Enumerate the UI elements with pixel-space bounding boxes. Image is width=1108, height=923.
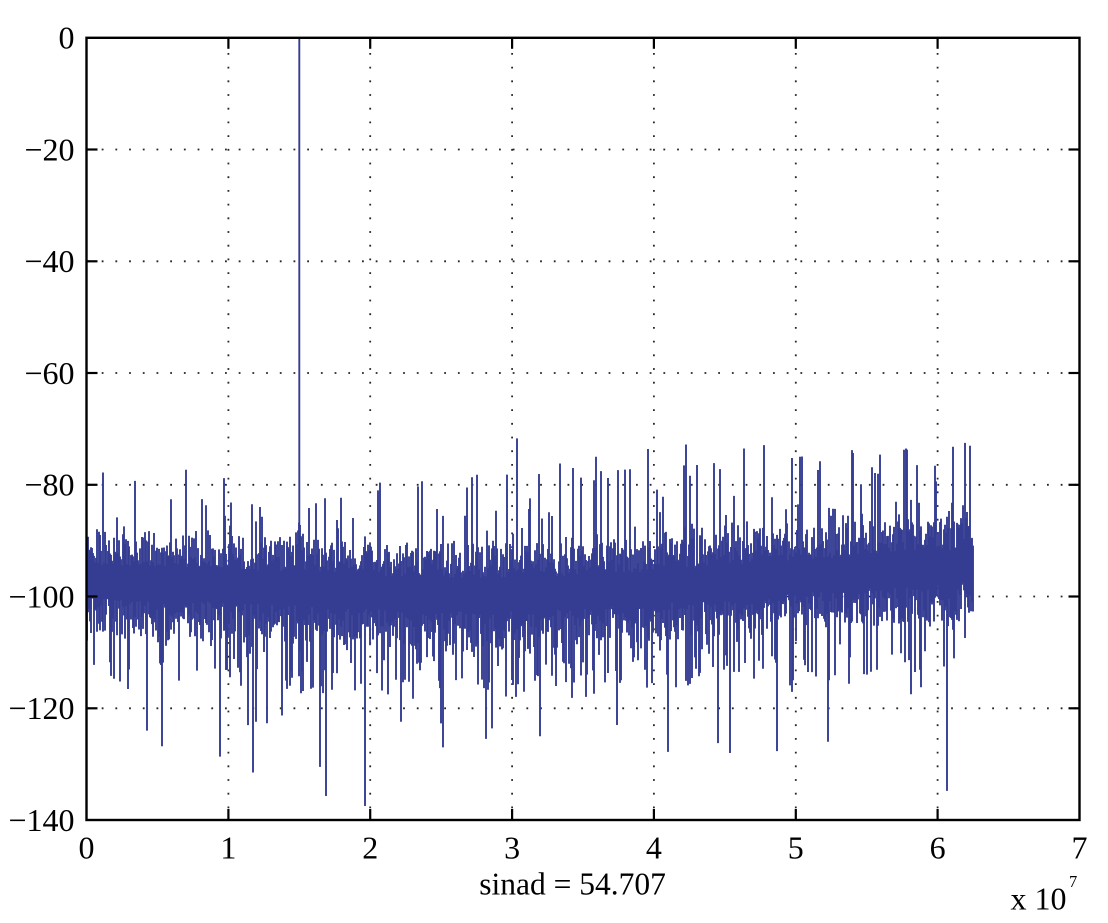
svg-text:−20: −20 [24,131,74,167]
svg-text:0: 0 [79,830,95,866]
svg-text:−80: −80 [24,467,74,503]
svg-text:0: 0 [59,20,75,56]
svg-text:−40: −40 [24,243,74,279]
svg-text:5: 5 [788,830,804,866]
svg-text:7: 7 [1069,872,1077,891]
svg-text:3: 3 [504,830,520,866]
svg-text:x 10: x 10 [1011,881,1067,917]
svg-text:7: 7 [1072,830,1088,866]
svg-text:−100: −100 [8,578,74,614]
svg-text:4: 4 [646,830,662,866]
svg-text:−140: −140 [8,802,74,838]
svg-text:−60: −60 [24,355,74,391]
svg-text:6: 6 [930,830,946,866]
svg-text:2: 2 [362,830,378,866]
svg-text:−120: −120 [8,690,74,726]
svg-text:sinad = 54.707: sinad = 54.707 [479,867,666,902]
svg-text:1: 1 [220,830,236,866]
